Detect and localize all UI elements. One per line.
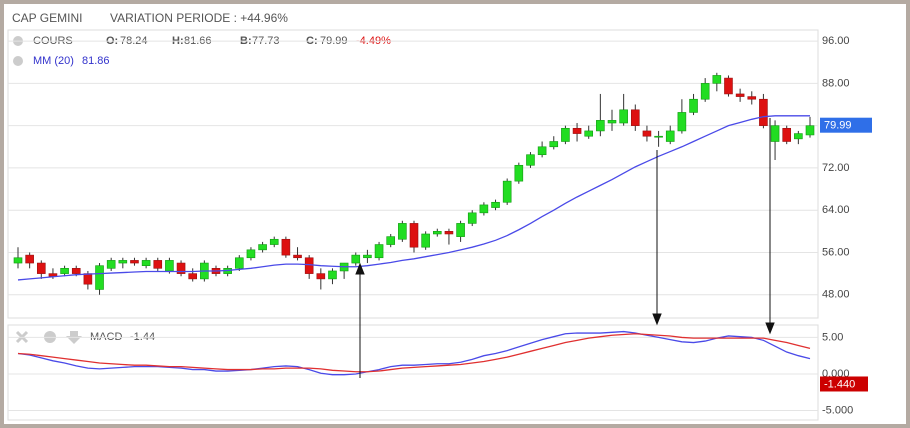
macd-title: MACD bbox=[90, 331, 122, 343]
macd-value: -1.44 bbox=[130, 331, 155, 343]
candle-body bbox=[106, 260, 116, 269]
candle-body bbox=[83, 273, 93, 285]
candle-body bbox=[782, 127, 792, 142]
candle-body bbox=[467, 212, 477, 224]
candle-body bbox=[25, 254, 34, 264]
candle-body bbox=[165, 260, 174, 272]
candle-body bbox=[735, 93, 745, 97]
candle-body bbox=[409, 223, 419, 248]
candle-body bbox=[537, 146, 547, 156]
candle-body bbox=[619, 109, 628, 124]
candle-body bbox=[188, 273, 198, 280]
candle-body bbox=[642, 130, 652, 137]
candle-body bbox=[549, 141, 559, 148]
candle-body bbox=[246, 249, 256, 259]
candle-body bbox=[269, 238, 279, 245]
candle-body bbox=[118, 260, 128, 264]
candle-body bbox=[234, 257, 244, 269]
candle-body bbox=[281, 238, 291, 256]
candle-body bbox=[304, 257, 314, 274]
y-tick-label: 72.00 bbox=[822, 162, 850, 174]
candle-body bbox=[572, 127, 582, 134]
y-tick-label: 96.00 bbox=[822, 35, 850, 47]
value-box-label: -1.440 bbox=[824, 378, 855, 390]
macd-line bbox=[17, 333, 811, 373]
candle-body bbox=[479, 204, 489, 214]
candle-body bbox=[759, 98, 768, 126]
arrow-head bbox=[355, 262, 365, 275]
price-box-label: 79.99 bbox=[824, 120, 852, 132]
candle-body bbox=[71, 268, 81, 274]
candle-body bbox=[712, 75, 722, 84]
candle-body bbox=[677, 112, 687, 132]
y-tick-label: 64.00 bbox=[822, 204, 850, 216]
frame bbox=[4, 4, 906, 424]
candle-body bbox=[526, 154, 535, 166]
candle-body bbox=[258, 244, 267, 251]
candle-body bbox=[432, 231, 442, 235]
candle-body bbox=[794, 133, 803, 140]
candle-body bbox=[747, 96, 757, 100]
y-tick-label: -5.000 bbox=[822, 404, 853, 416]
candle-body bbox=[491, 201, 500, 208]
annotation-arrows bbox=[355, 118, 775, 378]
candle-body bbox=[176, 262, 186, 274]
chart-title: CAP GEMINI bbox=[12, 11, 82, 25]
price-box bbox=[820, 117, 872, 133]
candle-body bbox=[630, 109, 640, 126]
legend-name: MM (20) bbox=[33, 55, 74, 67]
candle-body bbox=[48, 273, 58, 277]
candle-body bbox=[665, 130, 675, 142]
candle-body bbox=[584, 130, 594, 137]
candle-body bbox=[456, 223, 465, 237]
price-panel bbox=[7, 29, 819, 319]
candle-body bbox=[363, 254, 372, 259]
candle-body bbox=[398, 223, 407, 240]
candle-body bbox=[514, 164, 524, 182]
y-tick-label: 48.00 bbox=[822, 289, 850, 301]
chart-subtitle: VARIATION PERIODE : +44.96% bbox=[110, 11, 288, 25]
candle-body bbox=[36, 262, 46, 274]
macd-panel bbox=[7, 324, 819, 421]
candle-body bbox=[444, 231, 454, 235]
candle-body bbox=[607, 120, 617, 124]
y-tick-label: 5.00 bbox=[822, 331, 843, 343]
candle-body bbox=[328, 270, 337, 280]
candle-body bbox=[596, 120, 605, 132]
candle-body bbox=[689, 98, 698, 113]
candle-body bbox=[374, 244, 384, 259]
candle-body bbox=[153, 260, 163, 269]
candle-body bbox=[60, 268, 69, 274]
ma-line bbox=[17, 115, 810, 281]
candle-body bbox=[351, 254, 361, 264]
candle-body bbox=[770, 125, 780, 142]
y-tick-label: 56.00 bbox=[822, 246, 850, 258]
candle-body bbox=[724, 77, 733, 95]
candle-body bbox=[316, 273, 326, 280]
candle-body bbox=[561, 127, 570, 142]
macd-line bbox=[17, 330, 811, 376]
candle-body bbox=[141, 260, 151, 266]
candle-body bbox=[700, 83, 710, 100]
arrow-head bbox=[765, 322, 775, 335]
y-tick-label: 88.00 bbox=[822, 77, 850, 89]
candle-body bbox=[386, 236, 396, 245]
arrow-head bbox=[652, 313, 662, 326]
candle-body bbox=[13, 257, 23, 264]
candle-body bbox=[293, 254, 302, 259]
candle-body bbox=[130, 260, 139, 264]
candle-body bbox=[421, 233, 430, 248]
settings-icon[interactable] bbox=[13, 56, 23, 66]
legend-value: 81.86 bbox=[82, 55, 110, 67]
candle-body bbox=[654, 135, 663, 138]
candle-body bbox=[95, 265, 104, 290]
candle-body bbox=[502, 180, 512, 203]
value-box bbox=[820, 376, 868, 392]
candle-body bbox=[805, 125, 815, 136]
